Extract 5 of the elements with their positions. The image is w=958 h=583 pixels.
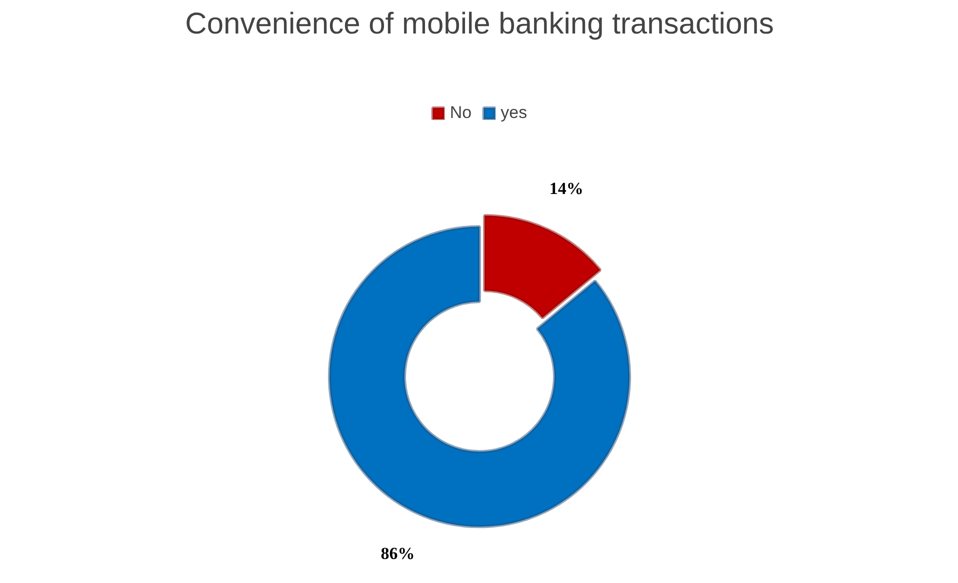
legend-label: No [450, 103, 472, 123]
chart-title: Convenience of mobile banking transactions [185, 8, 774, 40]
legend-label: yes [500, 103, 528, 123]
data-label: 86% [380, 544, 415, 564]
data-label: 14% [549, 179, 584, 198]
